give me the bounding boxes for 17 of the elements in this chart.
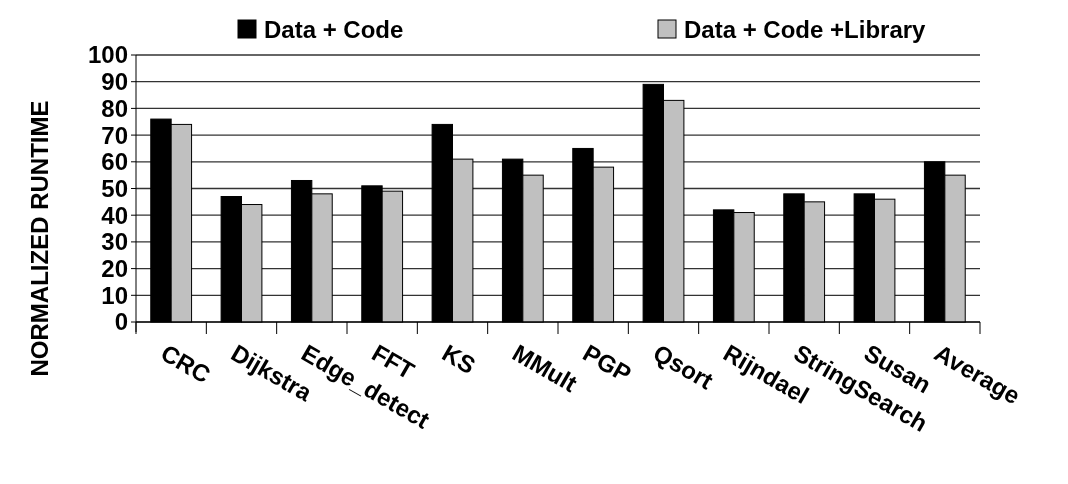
x-tick-label: CRC bbox=[156, 338, 215, 389]
y-axis-title: NORMALIZED RUNTIME bbox=[26, 100, 53, 377]
y-tick-label: 50 bbox=[101, 174, 128, 202]
legend-label: Data + Code bbox=[264, 16, 404, 44]
y-tick-label: 40 bbox=[101, 201, 128, 229]
legend-label: Data + Code +Library bbox=[684, 16, 927, 44]
x-tick-label: KS bbox=[437, 338, 481, 379]
y-tick-label: 70 bbox=[101, 121, 128, 149]
y-tick-label: 100 bbox=[87, 41, 128, 69]
y-tick-label: 60 bbox=[101, 148, 128, 176]
y-tick-label: 90 bbox=[101, 68, 128, 96]
y-tick-label: 10 bbox=[101, 281, 128, 309]
y-tick-label: 80 bbox=[101, 94, 128, 122]
x-tick-label: PGP bbox=[578, 338, 636, 388]
y-tick-label: 0 bbox=[114, 308, 128, 336]
y-tick-label: 30 bbox=[101, 228, 128, 256]
y-tick-label: 20 bbox=[101, 255, 128, 282]
